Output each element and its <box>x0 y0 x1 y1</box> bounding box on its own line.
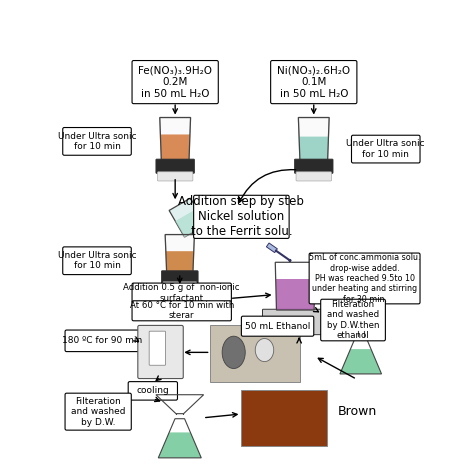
Polygon shape <box>276 279 314 310</box>
Polygon shape <box>169 198 206 237</box>
Polygon shape <box>160 117 191 160</box>
Text: 50 mL Ethanol: 50 mL Ethanol <box>245 322 310 331</box>
FancyBboxPatch shape <box>149 331 165 365</box>
FancyBboxPatch shape <box>241 390 327 445</box>
Text: Brown: Brown <box>337 405 377 418</box>
FancyBboxPatch shape <box>132 61 219 103</box>
FancyBboxPatch shape <box>309 253 420 304</box>
Polygon shape <box>299 137 328 160</box>
Text: cooling: cooling <box>137 386 169 395</box>
FancyBboxPatch shape <box>132 301 231 321</box>
Text: Addition step by steb
Nickel solution
to the Ferrit solu.: Addition step by steb Nickel solution to… <box>178 195 304 238</box>
FancyBboxPatch shape <box>296 172 331 181</box>
FancyBboxPatch shape <box>194 195 289 239</box>
FancyBboxPatch shape <box>163 282 197 290</box>
Text: Addition 0.5 g of  non-ionic
surfactant: Addition 0.5 g of non-ionic surfactant <box>123 283 240 303</box>
FancyBboxPatch shape <box>63 128 131 155</box>
FancyBboxPatch shape <box>321 299 385 341</box>
Text: At 60 °C for 10 min with
sterar: At 60 °C for 10 min with sterar <box>129 301 234 321</box>
Polygon shape <box>266 243 277 253</box>
FancyBboxPatch shape <box>241 316 314 336</box>
FancyBboxPatch shape <box>210 325 300 382</box>
Polygon shape <box>340 349 382 374</box>
Polygon shape <box>175 209 206 237</box>
Polygon shape <box>298 117 329 160</box>
Polygon shape <box>158 432 201 458</box>
Polygon shape <box>160 135 190 160</box>
FancyBboxPatch shape <box>162 271 198 283</box>
Text: Under Ultra sonic
for 10 min: Under Ultra sonic for 10 min <box>58 132 137 151</box>
Text: 180 ºC for 90 min: 180 ºC for 90 min <box>62 336 142 345</box>
FancyBboxPatch shape <box>65 393 131 430</box>
Text: Filteration
and washed
by D.W.: Filteration and washed by D.W. <box>71 397 126 426</box>
Ellipse shape <box>222 336 245 369</box>
FancyBboxPatch shape <box>128 382 177 400</box>
FancyBboxPatch shape <box>63 247 131 274</box>
Circle shape <box>288 259 292 262</box>
FancyBboxPatch shape <box>352 135 420 163</box>
FancyBboxPatch shape <box>138 325 183 378</box>
FancyBboxPatch shape <box>157 172 193 181</box>
Text: Fe(NO₃)₃.9H₂O
0.2M
in 50 mL H₂O: Fe(NO₃)₃.9H₂O 0.2M in 50 mL H₂O <box>138 66 212 99</box>
FancyBboxPatch shape <box>132 283 231 303</box>
Text: Ni(NO₃)₂.6H₂O
0.1M
in 50 mL H₂O: Ni(NO₃)₂.6H₂O 0.1M in 50 mL H₂O <box>277 66 350 99</box>
Text: Filteration
and washed
by D.W.then
ethanol: Filteration and washed by D.W.then ethan… <box>327 300 379 340</box>
Text: Under Ultra sonic
for 10 min: Under Ultra sonic for 10 min <box>346 139 425 159</box>
Polygon shape <box>166 251 194 272</box>
Ellipse shape <box>255 338 273 362</box>
Text: 5mL of conc.ammonia solu.
drop-wise added.
PH was reached 9.5to 10
under heating: 5mL of conc.ammonia solu. drop-wise adde… <box>309 253 420 304</box>
Polygon shape <box>165 234 194 272</box>
FancyBboxPatch shape <box>263 309 328 335</box>
FancyBboxPatch shape <box>156 159 194 173</box>
FancyBboxPatch shape <box>271 61 357 103</box>
FancyBboxPatch shape <box>294 159 333 173</box>
FancyBboxPatch shape <box>65 330 139 352</box>
Text: Under Ultra sonic
for 10 min: Under Ultra sonic for 10 min <box>58 251 137 270</box>
